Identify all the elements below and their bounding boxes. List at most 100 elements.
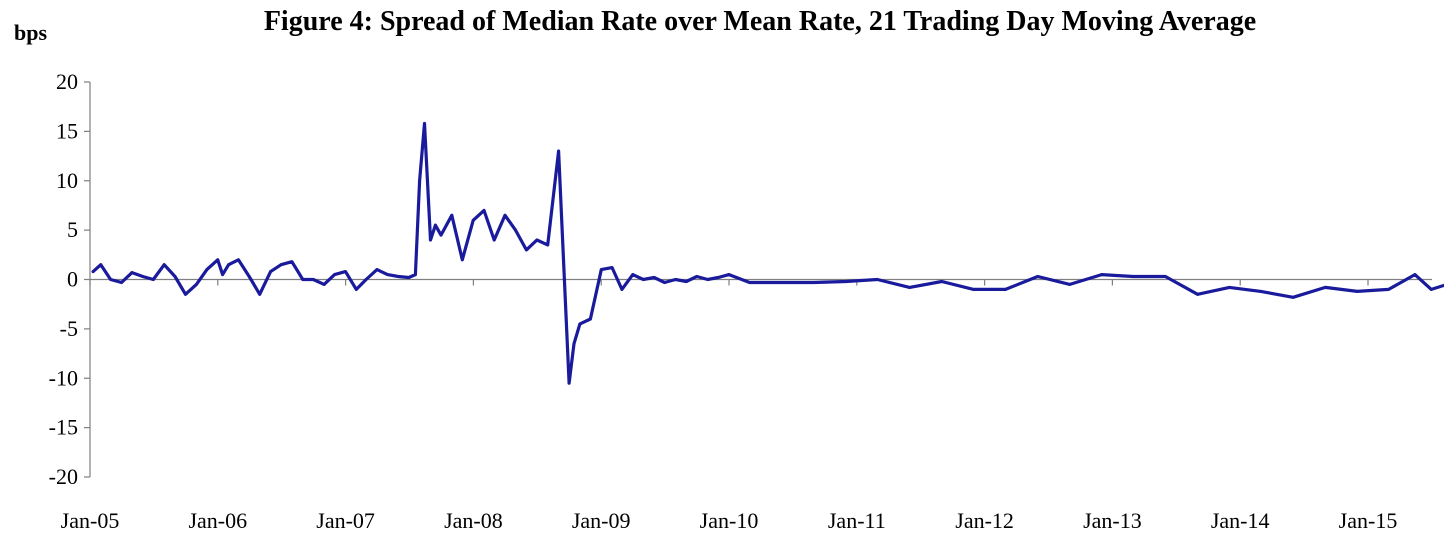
series-point	[354, 287, 358, 291]
axes-layer: 20 15 10 5 0 -5 -10 -15 -20 Jan-05 Jan-06 Jan-07 Jan…	[49, 69, 1432, 533]
series-point	[482, 208, 486, 212]
series-point	[258, 292, 262, 296]
x-tick-label: Jan-10	[700, 508, 759, 533]
series-point	[641, 278, 645, 281]
series-point	[311, 278, 315, 281]
series-point	[748, 281, 752, 284]
x-tick-label: Jan-07	[316, 508, 375, 533]
y-tick-label: 15	[56, 118, 78, 143]
series-point	[1413, 273, 1417, 276]
series-point	[503, 213, 507, 217]
series-point	[236, 258, 240, 262]
series-point	[652, 276, 656, 279]
series-point	[1131, 275, 1135, 278]
series-point	[562, 258, 565, 262]
series-point	[780, 281, 784, 284]
y-tick-label: 0	[67, 267, 78, 292]
x-tick-label: Jan-05	[61, 508, 120, 533]
series-point	[141, 275, 145, 278]
x-tick-label: Jan-12	[955, 508, 1014, 533]
series-point	[247, 275, 251, 278]
x-tick-label: Jan-13	[1083, 508, 1142, 533]
series-point	[375, 268, 379, 272]
series-point	[557, 149, 560, 153]
series-point	[414, 273, 417, 276]
series-point	[109, 278, 113, 281]
series-point	[589, 317, 592, 321]
series-point	[1291, 295, 1295, 299]
y-tick-label: 10	[56, 168, 78, 193]
series-point	[1068, 283, 1072, 286]
x-tick-label: Jan-14	[1211, 508, 1270, 533]
series-point	[620, 287, 624, 291]
x-tick-label: Jan-08	[444, 508, 503, 533]
series-point	[227, 263, 230, 267]
series-point	[322, 283, 326, 286]
series-point	[844, 280, 848, 283]
series-point	[674, 278, 677, 281]
series-point	[439, 233, 443, 237]
series-point	[572, 342, 576, 346]
series-point	[429, 238, 432, 242]
series-point	[91, 270, 95, 273]
series-layer	[91, 121, 1444, 385]
y-tick-label: 5	[67, 217, 78, 242]
series-point	[1163, 275, 1167, 278]
series-point	[1323, 286, 1327, 289]
series-point	[205, 268, 209, 272]
series-point	[1196, 292, 1199, 296]
series-point	[972, 287, 976, 291]
series-point	[610, 266, 614, 270]
series-point	[492, 238, 496, 242]
series-point	[396, 275, 400, 278]
series-point	[333, 273, 337, 276]
series-point	[684, 280, 688, 283]
chart-title: Figure 4: Spread of Median Rate over Mea…	[263, 6, 1257, 37]
series-point	[460, 258, 464, 262]
series-point	[631, 273, 635, 276]
y-tick-label: -10	[49, 365, 78, 390]
series-point	[364, 278, 368, 281]
series-point	[1004, 287, 1007, 291]
series-point	[301, 278, 305, 281]
series-point	[663, 281, 667, 284]
series-point	[433, 223, 437, 227]
x-tick-label: Jan-11	[828, 508, 886, 533]
series-point	[940, 280, 944, 283]
series-point	[194, 283, 198, 286]
series-point	[269, 270, 272, 273]
series-point	[1429, 287, 1433, 291]
series-point	[279, 263, 283, 267]
x-tick-label: Jan-06	[188, 508, 247, 533]
series-point	[184, 292, 187, 296]
series-point	[162, 263, 166, 267]
series-point	[418, 179, 422, 183]
series-point	[1228, 286, 1231, 289]
y-axis-unit-label: bps	[14, 20, 48, 45]
series-point	[546, 243, 550, 247]
series-line	[91, 121, 1444, 385]
series-point	[695, 275, 699, 278]
series-point	[599, 268, 603, 272]
series-point	[1387, 287, 1391, 291]
series-point	[1259, 289, 1263, 293]
series-point	[812, 281, 816, 284]
series-point	[1100, 273, 1104, 276]
series-point	[471, 218, 475, 222]
y-tick-label: 20	[56, 69, 78, 94]
series-point	[120, 281, 123, 284]
series-point	[130, 271, 134, 274]
series-point	[908, 286, 911, 289]
series-point	[450, 213, 454, 217]
series-point	[727, 273, 731, 276]
series-point	[706, 278, 710, 281]
series-point	[716, 276, 720, 279]
series-point	[151, 278, 155, 281]
series-point	[567, 381, 571, 385]
x-tick-label: Jan-15	[1339, 508, 1398, 533]
series-point	[524, 248, 528, 252]
series-point	[578, 322, 582, 326]
series-point	[423, 122, 426, 125]
